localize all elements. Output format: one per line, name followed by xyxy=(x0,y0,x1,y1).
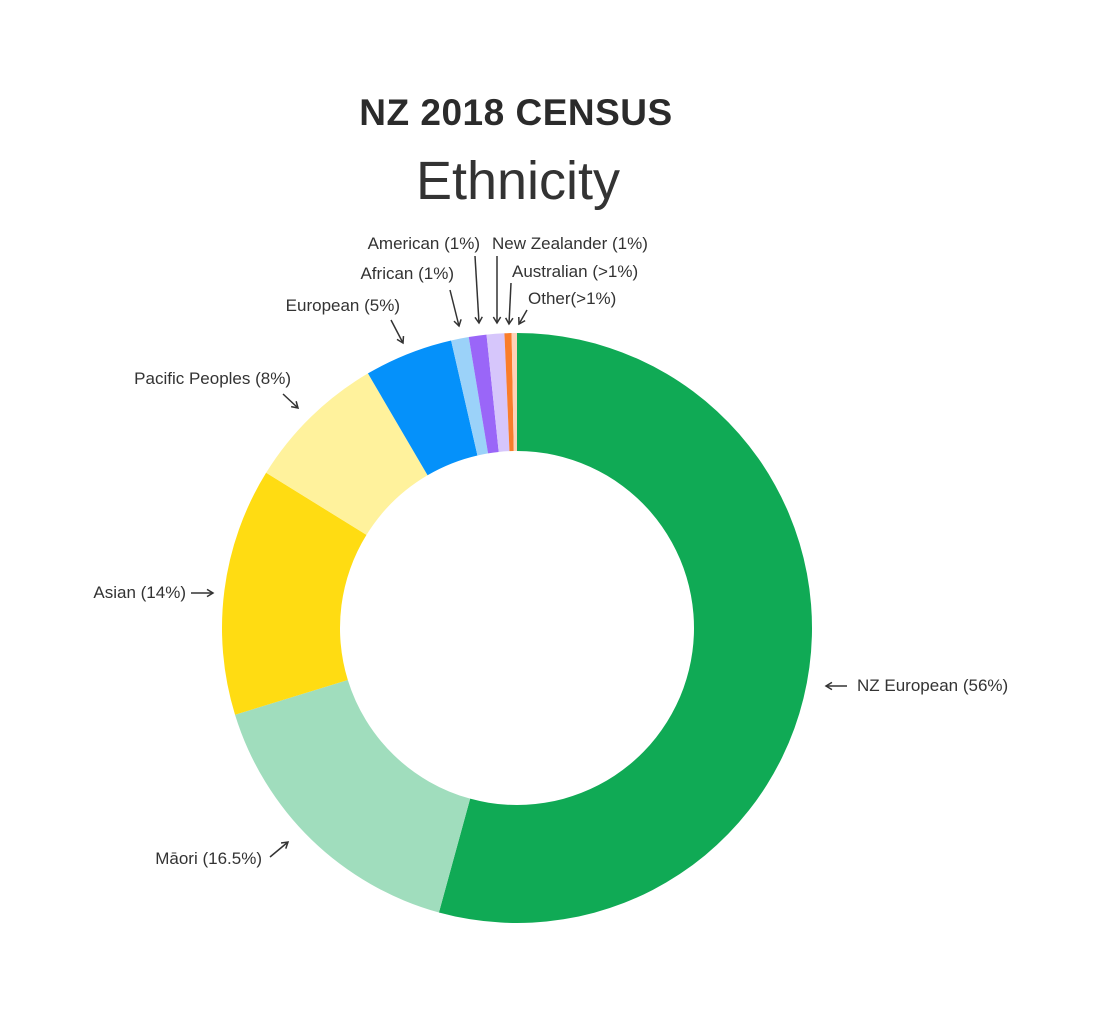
donut-slices xyxy=(221,333,812,923)
label-nz-european: NZ European (56%) xyxy=(857,676,1008,695)
arrowhead-maori xyxy=(280,841,290,849)
label-asian: Asian (14%) xyxy=(93,583,186,602)
slice-maori xyxy=(235,680,471,913)
arrowhead-australian xyxy=(504,317,514,326)
arrowhead-other xyxy=(518,316,526,326)
slice-asian xyxy=(221,472,367,715)
label-maori: Māori (16.5%) xyxy=(155,849,262,868)
arrowhead-african xyxy=(453,319,462,328)
label-european: European (5%) xyxy=(286,296,400,315)
arrowhead-nz-european xyxy=(824,681,833,691)
label-other: Other(>1%) xyxy=(528,289,616,308)
arrow-american xyxy=(474,255,480,324)
label-australian: Australian (>1%) xyxy=(512,262,638,281)
label-new-zealander: New Zealander (1%) xyxy=(492,234,648,253)
slice-nz-european xyxy=(438,333,812,923)
chart-title: NZ 2018 CENSUS xyxy=(359,92,673,133)
slice-new-zealander xyxy=(486,333,510,452)
slice-australian xyxy=(504,333,514,452)
arrowhead-pacific-peoples xyxy=(290,401,300,409)
slice-american xyxy=(468,334,499,454)
arrowhead-european xyxy=(396,335,405,345)
slice-other xyxy=(511,333,517,452)
arrow-other xyxy=(518,309,528,325)
slice-african xyxy=(451,336,489,456)
label-african: African (1%) xyxy=(360,264,454,283)
arrow-pacific-peoples xyxy=(282,393,299,409)
arrow-european xyxy=(390,319,404,344)
arrowhead-american xyxy=(474,316,483,325)
arrowhead-asian xyxy=(206,588,215,598)
label-pacific-peoples: Pacific Peoples (8%) xyxy=(134,369,291,388)
slice-pacific-peoples xyxy=(266,373,428,535)
arrow-maori xyxy=(269,841,289,858)
slice-labels: NZ European (56%) Māori (16.5%) Asian (14%… xyxy=(93,234,1008,868)
chart-subtitle: Ethnicity xyxy=(415,151,621,211)
arrowhead-new-zealander xyxy=(492,316,502,325)
arrow-australian xyxy=(508,282,512,325)
arrow-african xyxy=(449,289,460,327)
label-american: American (1%) xyxy=(368,234,480,253)
slice-european xyxy=(367,340,478,476)
